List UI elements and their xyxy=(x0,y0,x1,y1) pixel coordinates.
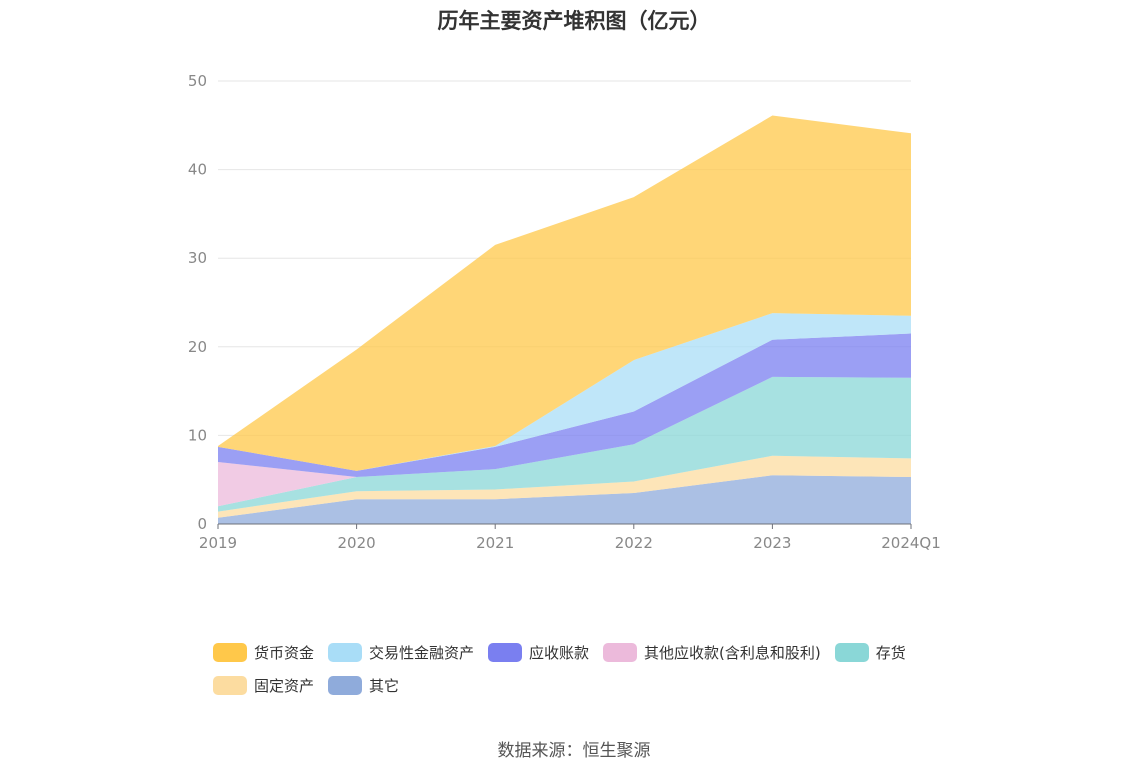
legend-item[interactable]: 其它 xyxy=(328,675,399,696)
y-tick-label: 30 xyxy=(188,249,207,267)
legend: 货币资金 交易性金融资产 应收账款 其他应收款(含利息和股利) 存货 固定资产 其它 xyxy=(213,636,973,702)
legend-label: 其它 xyxy=(369,677,400,695)
x-tick-label: 2020 xyxy=(338,534,376,552)
area-货币资金 xyxy=(218,115,911,471)
x-tick-label: 2019 xyxy=(199,534,237,552)
legend-swatch xyxy=(488,643,523,662)
legend-label: 交易性金融资产 xyxy=(369,644,475,662)
legend-label: 应收账款 xyxy=(529,644,590,662)
legend-swatch xyxy=(603,643,638,662)
x-tick-label: 2021 xyxy=(476,534,514,552)
legend-item[interactable]: 货币资金 xyxy=(213,642,314,663)
legend-item[interactable]: 应收账款 xyxy=(488,642,589,663)
legend-item[interactable]: 其他应收款(含利息和股利) xyxy=(603,642,821,663)
legend-item[interactable]: 存货 xyxy=(834,642,906,663)
legend-item[interactable]: 固定资产 xyxy=(213,675,314,696)
x-tick-label: 2024Q1 xyxy=(881,534,941,552)
legend-label: 货币资金 xyxy=(254,644,315,662)
x-axis: 2019 2020 2021 2022 2023 2024Q1 xyxy=(199,523,941,552)
y-axis: 0 10 20 30 40 50 xyxy=(188,72,207,533)
y-tick-label: 20 xyxy=(188,338,207,356)
legend-swatch xyxy=(328,676,363,695)
x-tick-label: 2022 xyxy=(615,534,653,552)
legend-label: 固定资产 xyxy=(254,677,315,695)
area-series xyxy=(218,115,911,524)
legend-label: 存货 xyxy=(875,644,906,662)
area-交易性金融资产 xyxy=(218,313,911,471)
x-tick-label: 2023 xyxy=(753,534,791,552)
y-tick-label: 50 xyxy=(188,72,207,90)
legend-swatch xyxy=(213,643,247,662)
legend-swatch xyxy=(213,676,247,695)
y-tick-label: 0 xyxy=(197,515,207,533)
stacked-area-chart: 0 10 20 30 40 50 2019 2020 2021 2022 2023 2024Q1 xyxy=(188,72,941,552)
legend-item[interactable]: 交易性金融资产 xyxy=(328,642,474,663)
legend-row: 货币资金 交易性金融资产 应收账款 其他应收款(含利息和股利) 存货 xyxy=(213,636,973,669)
area-固定资产 xyxy=(218,455,911,518)
y-tick-label: 10 xyxy=(188,426,207,444)
area-应收账款 xyxy=(218,333,911,478)
area-存货 xyxy=(218,376,911,512)
legend-swatch xyxy=(834,643,869,662)
chart-title: 历年主要资产堆积图（亿元） xyxy=(437,9,711,33)
y-tick-label: 40 xyxy=(188,161,207,179)
area-其它 xyxy=(218,475,911,524)
legend-label: 其他应收款(含利息和股利) xyxy=(644,644,821,662)
data-source: 数据来源：恒生聚源 xyxy=(497,741,651,761)
legend-row: 固定资产 其它 xyxy=(213,669,973,702)
legend-swatch xyxy=(328,643,363,662)
